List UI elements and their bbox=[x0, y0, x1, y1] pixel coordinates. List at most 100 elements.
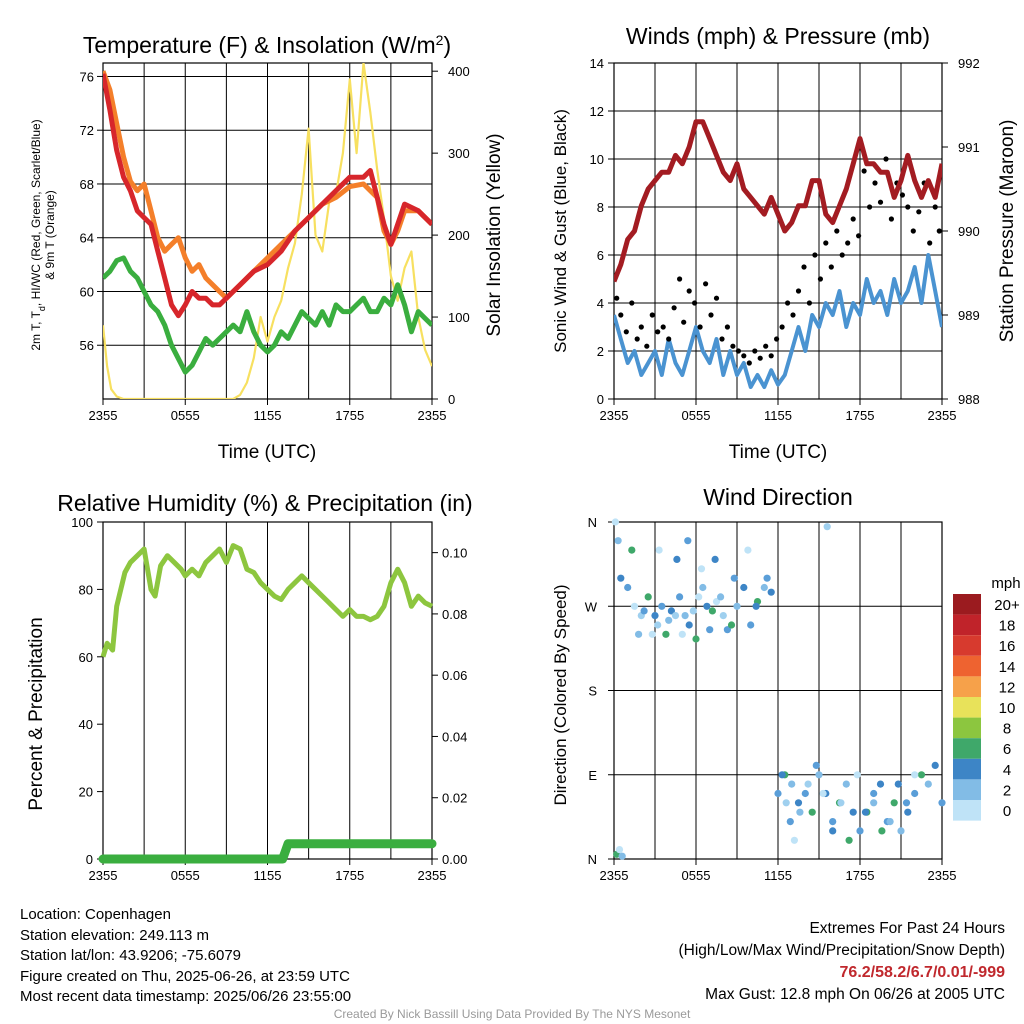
direction-point bbox=[658, 602, 666, 610]
direction-point bbox=[648, 630, 656, 638]
y-axis-label-line1-end: , HI/WC (Red, Green, Scarlet/Blue) bbox=[29, 119, 43, 306]
direction-point bbox=[760, 583, 768, 592]
gust-point bbox=[730, 343, 736, 349]
direction-point bbox=[861, 808, 870, 816]
x-tick-label: 2355 bbox=[928, 868, 957, 883]
direction-point bbox=[654, 621, 662, 629]
y-tick-label: 68 bbox=[80, 177, 94, 192]
direction-point bbox=[790, 836, 799, 844]
recent-text: Most recent data timestamp: 2025/06/26 2… bbox=[20, 988, 352, 1005]
gust-point bbox=[867, 204, 873, 210]
gust-point bbox=[649, 312, 655, 318]
direction-point bbox=[662, 630, 670, 638]
y-axis-label: 2m T, Td, HI/WC (Red, Green, Scarlet/Blu… bbox=[29, 119, 57, 350]
direction-point bbox=[815, 771, 823, 779]
gust-point bbox=[779, 324, 785, 330]
direction-point bbox=[849, 808, 857, 816]
x-tick-label: 1755 bbox=[335, 408, 364, 423]
y2-tick-label: 992 bbox=[958, 56, 980, 71]
direction-point bbox=[651, 612, 659, 620]
direction-point bbox=[829, 818, 837, 826]
chart-title: Winds (mph) & Pressure (mb) bbox=[626, 23, 930, 49]
direction-point bbox=[671, 612, 680, 620]
direction-point bbox=[711, 555, 719, 564]
y-tick-label: 14 bbox=[590, 56, 604, 71]
direction-point bbox=[782, 799, 790, 807]
y-axis-label: Direction (Colored By Speed) bbox=[551, 584, 570, 805]
legend-swatch bbox=[953, 800, 981, 821]
direction-point bbox=[794, 799, 803, 807]
gust-point bbox=[916, 209, 922, 215]
gust-point bbox=[655, 329, 661, 335]
direction-point bbox=[924, 780, 932, 788]
gust-point bbox=[697, 324, 703, 330]
humidity-precip-panel: 2355 0555 1155 1755 23550204060801000.000.02… bbox=[26, 490, 473, 883]
gust-point bbox=[806, 300, 813, 306]
y-tick-label: 76 bbox=[80, 69, 94, 84]
y-tick-label: N bbox=[588, 515, 597, 530]
direction-point bbox=[897, 827, 905, 835]
y-tick-label: S bbox=[588, 684, 597, 699]
x-tick-label: 2355 bbox=[600, 868, 629, 883]
y2-tick-label: 0.10 bbox=[442, 546, 467, 561]
extremes-info: Extremes For Past 24 Hours (High/Low/Max… bbox=[679, 918, 1006, 1006]
gust-point bbox=[692, 300, 698, 306]
y2-tick-label: 988 bbox=[958, 392, 980, 407]
y2-tick-label: 0.06 bbox=[442, 668, 467, 683]
gust-point bbox=[883, 156, 889, 162]
direction-point bbox=[717, 593, 725, 601]
direction-point bbox=[697, 565, 706, 573]
y2-tick-label: 0.02 bbox=[442, 791, 467, 806]
gust-point bbox=[618, 312, 624, 318]
gust-point bbox=[828, 264, 834, 270]
gust-point bbox=[877, 199, 884, 205]
x-tick-label: 0555 bbox=[682, 408, 711, 423]
legend-label: 10 bbox=[999, 700, 1016, 717]
direction-point bbox=[719, 612, 727, 620]
x-tick-label: 2355 bbox=[600, 408, 629, 423]
legend-label: 4 bbox=[1003, 762, 1011, 779]
legend-label: 0 bbox=[1003, 803, 1011, 820]
x-tick-label: 1755 bbox=[846, 408, 875, 423]
series-line-solar bbox=[103, 63, 432, 399]
legend-label: 2 bbox=[1003, 782, 1011, 799]
gust-point bbox=[910, 228, 916, 234]
series-line-precip bbox=[98, 839, 437, 864]
direction-point bbox=[856, 827, 864, 835]
direction-point bbox=[706, 626, 714, 634]
gust-point bbox=[823, 240, 829, 246]
gust-point bbox=[623, 329, 629, 335]
direction-point bbox=[890, 799, 898, 807]
direction-point bbox=[842, 780, 850, 788]
direction-point bbox=[788, 780, 796, 788]
y-tick-label: 60 bbox=[79, 650, 93, 665]
legend-label: 14 bbox=[999, 659, 1016, 676]
legend-swatch bbox=[953, 758, 981, 780]
x-tick-label: 0555 bbox=[171, 868, 200, 883]
x-tick-label: 2355 bbox=[928, 408, 957, 423]
gust-point bbox=[834, 228, 840, 234]
direction-point bbox=[730, 574, 738, 582]
gust-point bbox=[713, 295, 720, 301]
gust-point bbox=[795, 288, 802, 294]
x-tick-label: 1155 bbox=[254, 408, 282, 423]
direction-point bbox=[870, 799, 878, 807]
y-tick-label: 40 bbox=[79, 717, 93, 732]
legend-swatch bbox=[953, 717, 981, 739]
gust-point bbox=[817, 276, 824, 282]
y-tick-label: 56 bbox=[80, 338, 94, 353]
gust-point bbox=[660, 324, 666, 330]
direction-point bbox=[801, 789, 809, 798]
latlon-text: Station lat/lon: 43.9206; -75.6079 bbox=[20, 947, 242, 964]
direction-point bbox=[804, 780, 812, 788]
credit-text: Created By Nick Bassill Using Data Provi… bbox=[333, 1007, 691, 1021]
extremes-legend: (High/Low/Max Wind/Precipitation/Snow De… bbox=[678, 942, 1006, 959]
legend-swatch bbox=[953, 779, 981, 800]
gust-point bbox=[757, 355, 763, 361]
gust-point bbox=[634, 336, 640, 342]
y-tick-label: 72 bbox=[80, 123, 94, 138]
gust-point bbox=[872, 180, 878, 186]
y2-tick-label: 0.08 bbox=[442, 607, 467, 622]
direction-point bbox=[733, 602, 741, 610]
